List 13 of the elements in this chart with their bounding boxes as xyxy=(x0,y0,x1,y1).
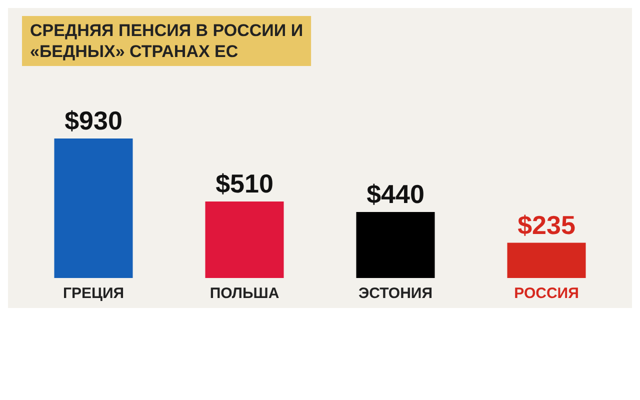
data-label: $440 xyxy=(366,179,424,209)
bar xyxy=(356,212,435,278)
x-tick-label: РОССИЯ xyxy=(514,285,579,302)
bar xyxy=(507,242,586,278)
x-tick-label: ГРЕЦИЯ xyxy=(62,285,124,302)
data-label: $510 xyxy=(216,168,274,198)
bar xyxy=(205,202,284,278)
bar xyxy=(54,138,133,278)
data-label: $930 xyxy=(64,106,122,136)
data-label: $235 xyxy=(518,210,576,240)
x-tick-label: ПОЛЬША xyxy=(210,285,280,302)
x-tick-label: ЭСТОНИЯ xyxy=(358,285,432,302)
chart-title: СРЕДНЯЯ ПЕНСИЯ В РОССИИ И «БЕДНЫХ» СТРАНАХ ЕС xyxy=(30,21,304,61)
